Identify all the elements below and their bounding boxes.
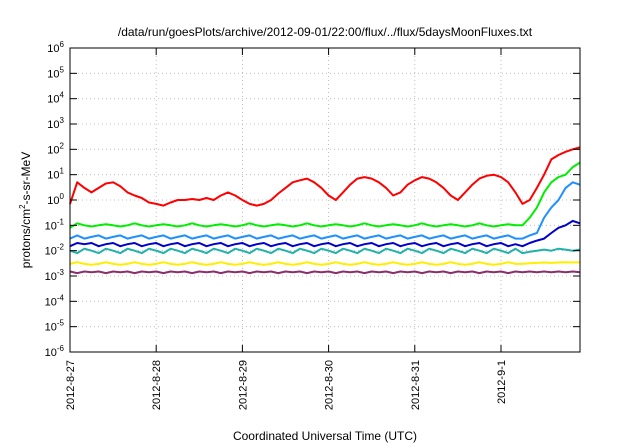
y-tick-base: 10 [45,296,57,308]
y-tick-label: 100 [47,192,64,207]
y-tick-base: 10 [47,119,59,131]
series-line-4 [69,219,581,248]
y-tick-label: 104 [47,91,64,106]
y-tick-label: 102 [47,141,64,156]
y-tick-base: 10 [47,170,59,182]
y-tick-base: 10 [45,246,57,258]
y-tick-label: 10-3 [45,268,65,283]
y-tick-base: 10 [45,271,57,283]
y-tick-label: 10-5 [45,319,65,334]
x-tick-label: 2012-8-28 [151,360,163,410]
y-tick-base: 10 [47,68,59,80]
axis-ticks [69,47,580,353]
x-tick-label: 2012-8-29 [237,360,249,410]
y-tick-base: 10 [47,94,59,106]
y-tick-label: 10-4 [45,293,65,308]
x-axis-label: Coordinated Universal Time (UTC) [233,429,417,443]
y-tick-label: 105 [47,65,64,80]
y-tick-exponent: -2 [57,243,65,252]
y-tick-base: 10 [47,144,59,156]
y-tick-exponent: 4 [60,91,65,100]
y-tick-base: 10 [45,347,57,359]
y-tick-exponent: -6 [57,344,65,353]
y-tick-exponent: 3 [60,116,65,125]
series-line-3 [69,181,581,240]
x-tick-label: 2012-9-1 [496,360,508,404]
y-tick-label: 10-1 [45,217,65,232]
y-tick-base: 10 [47,195,59,207]
y-tick-base: 10 [45,220,57,232]
y-tick-label: 103 [47,116,64,131]
series-layer [69,146,581,275]
y-tick-base: 10 [45,322,57,334]
y-tick-label: 10-6 [45,344,65,359]
y-tick-exponent: -4 [57,293,65,302]
x-tick-label: 2012-8-27 [65,360,77,410]
x-tick-label: 2012-8-30 [324,360,336,410]
y-tick-label: 10-2 [45,243,65,258]
y-tick-exponent: 1 [60,167,65,176]
series-line-5 [69,247,581,255]
y-tick-exponent: -5 [57,319,65,328]
y-tick-exponent: 5 [60,65,65,74]
y-tick-exponent: -3 [57,268,65,277]
y-tick-base: 10 [47,43,59,55]
y-tick-exponent: 6 [60,40,65,49]
chart-title: /data/run/goesPlots/archive/2012-09-01/2… [118,25,533,39]
y-tick-exponent: -1 [57,217,65,226]
series-line-6 [69,261,581,266]
series-line-1 [69,146,581,207]
y-axis-label-exponent: 2 [18,204,27,209]
series-line-2 [69,161,581,229]
y-axis-label-part2: -s-sr-MeV [19,152,33,205]
x-tick-labels: 2012-8-27 2012-8-28 2012-8-29 2012-8-30 2012… [65,360,508,410]
y-tick-exponent: 0 [60,192,65,201]
y-tick-exponent: 2 [60,141,65,150]
y-tick-label: 106 [47,40,64,55]
y-axis-label-part1: protons/cm [19,209,33,268]
y-axis-label: protons/cm2-s-sr-MeV [18,152,33,268]
series-line-7 [69,270,581,275]
y-tick-labels: 10610510410310210110010-110-210-310-410-… [45,40,65,359]
x-tick-label: 2012-8-31 [410,360,422,410]
y-tick-label: 101 [47,167,64,182]
